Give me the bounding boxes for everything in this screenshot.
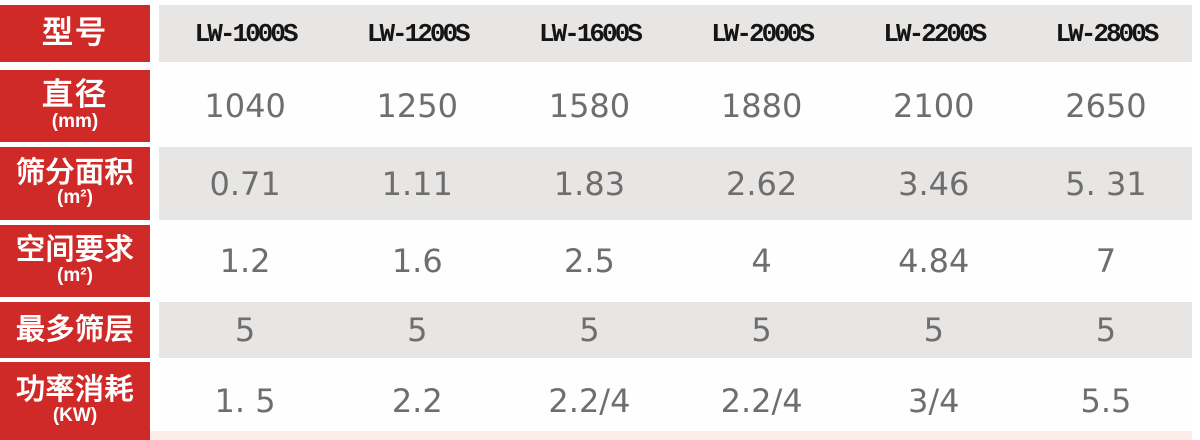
row-header-power: 功率消耗 (KW) (0, 362, 150, 440)
value-cell: 4.84 (898, 242, 970, 280)
value-cell: 5 (234, 311, 256, 349)
value-cell: 2.2/4 (548, 382, 631, 420)
value-cells: 1. 5 2.2 2.2/4 2.2/4 3/4 5.5 (159, 362, 1192, 440)
value-cell: 3/4 (908, 382, 960, 420)
value-cell: 5 (579, 311, 600, 349)
value-cell: 1.2 (219, 242, 271, 280)
row-header-model: 型号 (0, 5, 150, 62)
model-name: LW-2200S (883, 18, 987, 49)
row-label: 功率消耗 (15, 374, 134, 407)
model-name: LW-2000S (711, 18, 815, 49)
value-cell: 1040 (204, 87, 286, 125)
table-row-space-required: 空间要求 (m²) 1.2 1.6 2.5 4 4.84 7 (0, 225, 1200, 297)
value-cells: 1.2 1.6 2.5 4 4.84 7 (159, 225, 1192, 297)
value-cell: 5 (1095, 311, 1117, 349)
table-row-power: 功率消耗 (KW) 1. 5 2.2 2.2/4 2.2/4 3/4 5.5 (0, 362, 1200, 440)
table-row-diameter: 直径 (mm) 1040 1250 1580 1880 2100 2650 (0, 70, 1200, 142)
model-name: LW-2800S (1055, 18, 1160, 49)
value-cell: 2.2/4 (720, 382, 803, 420)
value-cell: 3.46 (898, 164, 970, 203)
value-cell: 2100 (893, 87, 975, 125)
row-label: 直径 (42, 77, 108, 113)
value-cell: 2.2 (391, 382, 443, 420)
value-cell: 0.71 (209, 164, 281, 203)
table-row-screen-area: 筛分面积 (m²) 0.71 1.11 1.83 2.62 3.46 5. 31 (0, 147, 1200, 220)
value-cell: 4 (751, 242, 772, 280)
value-cell: 1.6 (391, 242, 443, 280)
bottom-page-strip (150, 431, 1192, 440)
row-unit: (mm) (51, 110, 99, 132)
value-cell: 2650 (1065, 87, 1147, 125)
value-cell: 2.5 (563, 242, 615, 280)
row-label: 空间要求 (15, 234, 134, 267)
row-header-screen-area: 筛分面积 (m²) (0, 147, 150, 220)
table-row-max-layers: 最多筛层 5 5 5 5 5 5 (0, 302, 1200, 358)
value-cell: 5.5 (1080, 382, 1132, 420)
table-row-model: 型号 LW-1000S LW-1200S LW-1600S LW-2000S L… (0, 5, 1200, 62)
value-cell: 1880 (720, 87, 803, 125)
value-cell: 5. 31 (1065, 164, 1147, 203)
value-cell: 1.83 (553, 164, 626, 203)
model-name: LW-1600S (539, 18, 643, 49)
row-label: 型号 (42, 15, 108, 51)
value-cell: 1. 5 (214, 382, 276, 420)
row-unit: (m²) (57, 264, 93, 286)
row-header-space-required: 空间要求 (m²) (0, 225, 150, 297)
model-cells: LW-1000S LW-1200S LW-1600S LW-2000S LW-2… (159, 5, 1192, 62)
value-cell: 5 (407, 311, 428, 349)
value-cell: 2.62 (725, 164, 798, 203)
value-cell: 1580 (548, 87, 631, 125)
value-cell: 1.11 (381, 164, 453, 203)
row-label: 筛分面积 (15, 156, 134, 189)
row-unit: (KW) (52, 404, 98, 426)
value-cell: 1250 (376, 87, 458, 125)
value-cell: 7 (1095, 242, 1117, 280)
value-cell: 5 (751, 311, 772, 349)
value-cells: 0.71 1.11 1.83 2.62 3.46 5. 31 (159, 147, 1192, 220)
row-unit: (m²) (57, 187, 93, 209)
model-name: LW-1200S (366, 18, 471, 49)
value-cells: 5 5 5 5 5 5 (159, 302, 1192, 358)
row-label: 最多筛层 (15, 313, 134, 346)
row-header-max-layers: 最多筛层 (0, 302, 150, 358)
value-cells: 1040 1250 1580 1880 2100 2650 (159, 70, 1192, 142)
value-cell: 5 (923, 311, 944, 349)
row-header-diameter: 直径 (mm) (0, 70, 150, 142)
model-name: LW-1000S (194, 18, 299, 49)
